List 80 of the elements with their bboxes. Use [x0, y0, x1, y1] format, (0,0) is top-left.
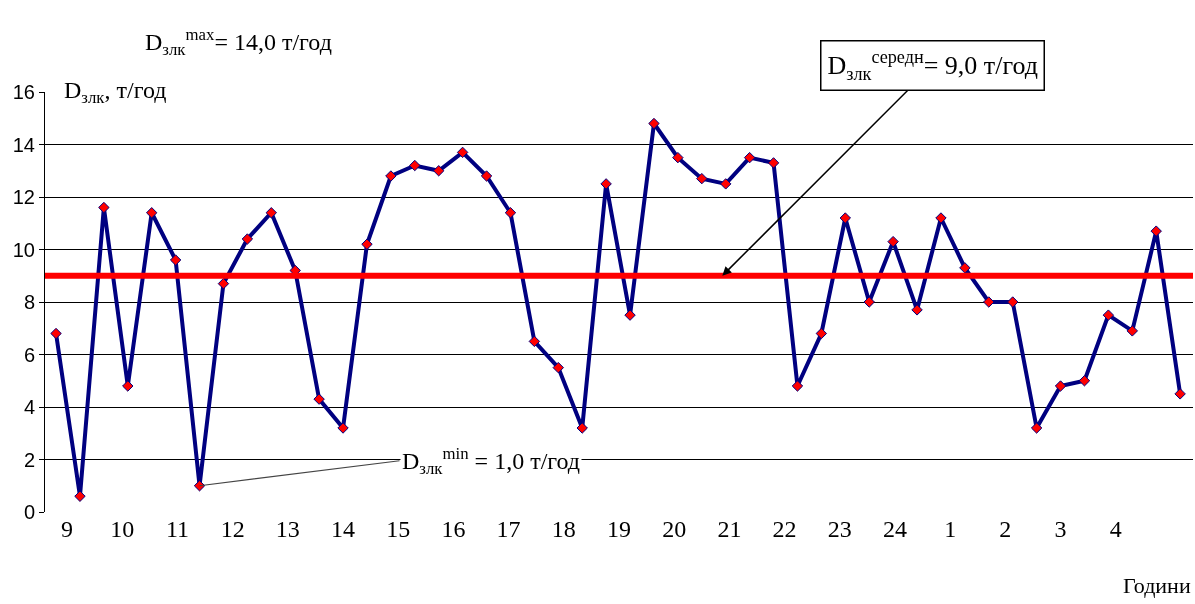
- x-tick-label: 20: [662, 516, 687, 542]
- x-tick-label: 23: [827, 516, 852, 542]
- point: [767, 157, 780, 169]
- y-tick-label: 6: [23, 343, 35, 366]
- point: [241, 233, 254, 245]
- x-tick-label: 21: [717, 516, 742, 542]
- point: [624, 309, 636, 321]
- y-tick-label: 14: [12, 133, 35, 156]
- point: [265, 207, 277, 219]
- point: [146, 207, 158, 219]
- point: [1054, 380, 1067, 392]
- point: [456, 146, 469, 159]
- point: [1102, 309, 1115, 321]
- x-tick-label: 4: [1109, 516, 1122, 542]
- x-tick-label: 14: [331, 516, 356, 542]
- y-tick-label: 10: [12, 238, 35, 261]
- point: [337, 422, 349, 434]
- x-tick-label: 24: [882, 516, 907, 542]
- point: [887, 235, 899, 248]
- point: [1126, 325, 1138, 337]
- point: [528, 335, 541, 348]
- point: [169, 254, 182, 266]
- x-axis-title: Години: [1123, 573, 1191, 598]
- x-tick-label: 13: [275, 516, 300, 542]
- point: [959, 262, 971, 274]
- text: D$_{злк}$$^{max}$= 14,0 т/год: [145, 25, 332, 60]
- point: [361, 238, 373, 250]
- point: [552, 361, 564, 374]
- x-tick-label: 11: [165, 516, 190, 542]
- point: [98, 201, 110, 214]
- point: [935, 212, 947, 224]
- point: [193, 480, 206, 492]
- x-tick-label: 15: [386, 516, 411, 542]
- point: [648, 117, 660, 130]
- y-tick-label: 4: [23, 396, 35, 418]
- point: [600, 178, 612, 190]
- point: [409, 159, 421, 172]
- x-tick-label: 10: [110, 516, 135, 542]
- point: [1150, 225, 1162, 237]
- point: [696, 172, 708, 185]
- point: [1174, 388, 1186, 400]
- point: [50, 327, 62, 340]
- point: [217, 277, 230, 290]
- point: [1030, 422, 1043, 434]
- point: [1007, 296, 1019, 308]
- x-tick-label: 18: [551, 516, 576, 542]
- point: [576, 422, 588, 434]
- y-tick-label: 12: [12, 186, 35, 208]
- point: [122, 380, 134, 392]
- x-tick-label: 12: [220, 516, 245, 542]
- point: [385, 170, 397, 182]
- y-tick-label: 2: [23, 448, 35, 471]
- point: [74, 490, 86, 502]
- x-tick-label: 19: [607, 516, 631, 542]
- ref-line-label: D$_{злк}$$^{середн}$= 9,0 т/год: [827, 47, 1038, 84]
- x-tick-label: 1: [944, 516, 957, 542]
- point: [911, 304, 923, 316]
- point: [791, 380, 804, 392]
- point: [815, 327, 828, 340]
- point: [1078, 375, 1091, 387]
- point: [672, 151, 684, 164]
- x-tick-label: 16: [441, 516, 466, 542]
- x-tick-label: 22: [772, 516, 797, 542]
- point: [743, 151, 756, 164]
- y-axis-title: D$_{злк}$, т/год: [64, 77, 167, 108]
- x-tick-label: 3: [1054, 516, 1067, 542]
- y-tick-label: 0: [23, 501, 35, 523]
- point: [504, 207, 517, 219]
- point: [313, 393, 325, 405]
- x-tick-label: 17: [496, 516, 521, 542]
- point: [863, 296, 875, 308]
- point: [433, 165, 445, 177]
- point: [839, 212, 851, 224]
- point: [480, 170, 493, 182]
- point: [720, 178, 732, 190]
- x-tick-label: 2: [999, 516, 1012, 542]
- x-tick-label: 9: [61, 516, 74, 542]
- y-tick-label: 8: [23, 291, 35, 313]
- y-tick-label: 16: [12, 81, 35, 103]
- annotation: D$_{злк}$$^{min}$ = 1,0 т/год: [402, 444, 581, 479]
